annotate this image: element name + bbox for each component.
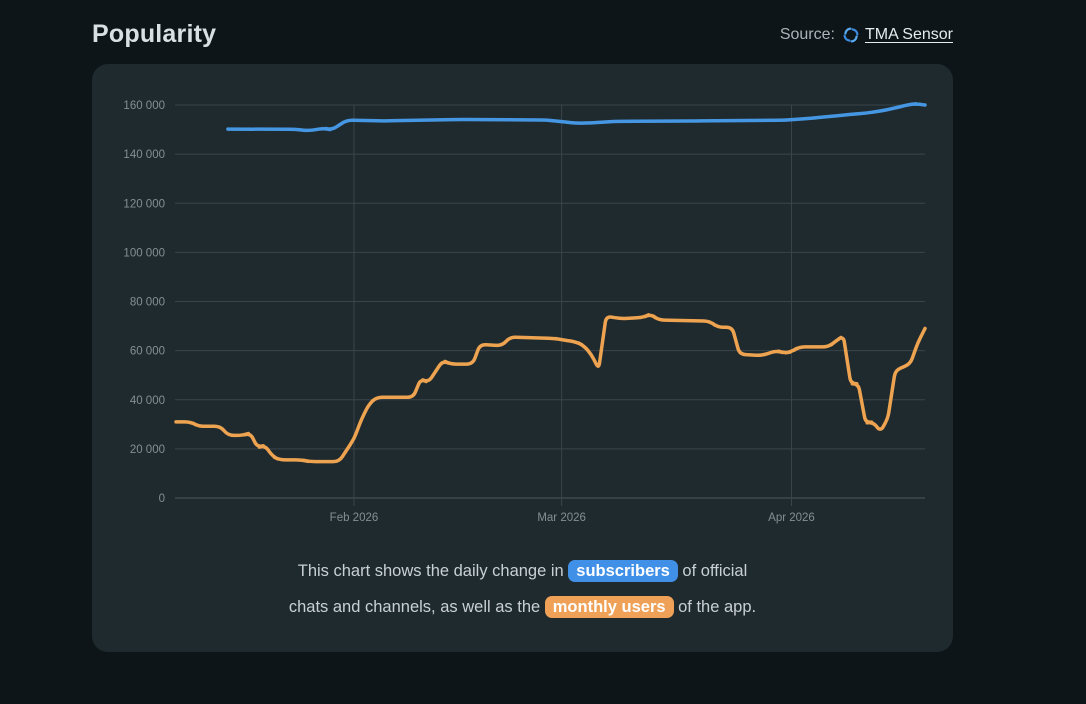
source-link-label: TMA Sensor [864,25,953,43]
popularity-chart: 0 20 000 40 000 60 000 80 000 100 000 120 000 1… [123,100,927,524]
x-tick-label: Mar 2026 [537,512,586,524]
y-tick-label: 100 000 [123,247,165,259]
series-line-monthly-users [174,313,927,464]
y-tick-label: 60 000 [130,346,165,358]
caption-text: of the app. [673,598,757,616]
y-tick-label: 0 [159,493,165,505]
y-tick-label: 140 000 [123,149,165,161]
y-tick-label: 160 000 [123,100,165,112]
caption-text: of official [677,562,748,580]
y-tick-label: 20 000 [130,444,165,456]
page-header: Popularity Source: TMA Sensor [92,20,953,49]
pinwheel-logo-icon [842,26,860,44]
x-tick-label: Apr 2026 [768,512,815,524]
series-line-subscribers [226,102,927,133]
caption-line-2: chats and channels, as well as the month… [92,589,953,625]
popularity-card: 0 20 000 40 000 60 000 80 000 100 000 120 000 1… [92,64,953,652]
caption-line-1: This chart shows the daily change in sub… [92,553,953,589]
monthly-users-legend-pill: monthly users [544,596,674,618]
source-attribution: Source: TMA Sensor [780,26,953,44]
x-tick-label: Feb 2026 [330,512,379,524]
y-tick-label: 80 000 [130,297,165,309]
y-tick-label: 40 000 [130,395,165,407]
y-gridlines: 0 20 000 40 000 60 000 80 000 100 000 120 000 1… [123,100,925,505]
source-link[interactable]: TMA Sensor [842,26,953,44]
chart-caption: This chart shows the daily change in sub… [92,553,953,625]
caption-text: chats and channels, as well as the [288,598,545,616]
x-gridlines: Feb 2026 Mar 2026 Apr 2026 [330,105,815,524]
subscribers-legend-pill: subscribers [568,560,678,582]
page-title: Popularity [92,20,217,48]
source-label: Source: [779,25,835,43]
y-tick-label: 120 000 [123,198,165,210]
caption-text: This chart shows the daily change in [297,562,569,580]
